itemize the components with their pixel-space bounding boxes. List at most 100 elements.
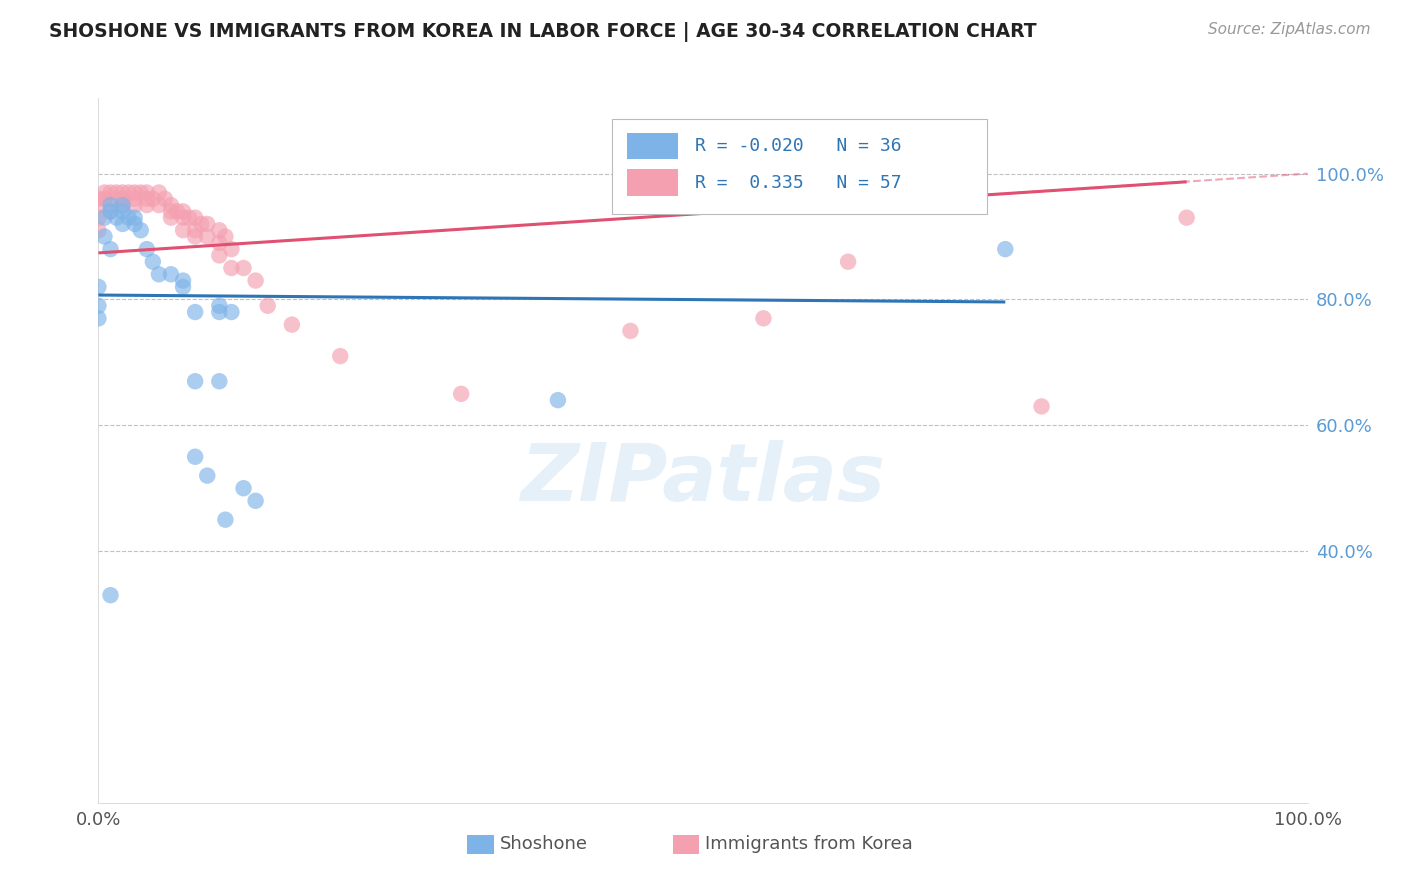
Point (184, 229, 207, 244)
Bar (627, 133, 678, 160)
Point (172, 211, 194, 225)
Point (135, 198, 157, 212)
Point (129, 186, 152, 200)
Point (100, 204, 122, 219)
Point (93, 211, 115, 225)
Point (100, 186, 122, 200)
Bar (627, 169, 678, 196)
Point (208, 223, 231, 237)
Point (142, 192, 165, 206)
Point (195, 217, 218, 231)
Point (111, 192, 134, 206)
Point (93, 192, 115, 206)
Point (166, 204, 188, 219)
Point (837, 254, 859, 268)
Point (752, 311, 775, 326)
Point (87, 223, 110, 237)
Point (105, 211, 128, 225)
Point (111, 186, 134, 200)
Text: Immigrants from Korea: Immigrants from Korea (706, 836, 912, 854)
Point (208, 374, 231, 388)
Point (87, 280, 110, 294)
Point (118, 211, 141, 225)
Point (100, 204, 122, 219)
Point (184, 305, 207, 319)
Bar (672, 835, 699, 855)
Point (124, 192, 146, 206)
Text: R =  0.335   N = 57: R = 0.335 N = 57 (695, 174, 901, 192)
Point (148, 198, 170, 212)
Point (135, 192, 157, 206)
Point (195, 229, 218, 244)
Point (172, 280, 194, 294)
Point (184, 374, 207, 388)
Point (111, 198, 134, 212)
Point (87, 192, 110, 206)
Point (329, 349, 352, 363)
Point (87, 311, 110, 326)
Point (100, 192, 122, 206)
Text: Shoshone: Shoshone (501, 836, 588, 854)
Point (148, 268, 170, 282)
Point (221, 242, 243, 256)
Point (221, 260, 243, 275)
Text: SHOSHONE VS IMMIGRANTS FROM KOREA IN LABOR FORCE | AGE 30-34 CORRELATION CHART: SHOSHONE VS IMMIGRANTS FROM KOREA IN LAB… (49, 22, 1036, 42)
Point (208, 235, 231, 250)
Point (148, 186, 170, 200)
Point (208, 299, 231, 313)
Point (118, 186, 141, 200)
Point (124, 211, 146, 225)
Point (208, 248, 231, 262)
Point (619, 324, 641, 338)
Point (281, 318, 304, 332)
Point (100, 198, 122, 212)
Point (245, 493, 267, 508)
Point (214, 513, 236, 527)
Point (111, 204, 134, 219)
Point (100, 242, 122, 256)
Point (111, 192, 134, 206)
Point (160, 198, 183, 212)
Point (105, 186, 128, 200)
Point (111, 217, 134, 231)
Point (129, 223, 152, 237)
Point (232, 481, 254, 495)
Point (87, 198, 110, 212)
Point (450, 387, 472, 401)
Text: ZIPatlas: ZIPatlas (520, 440, 886, 517)
Point (142, 254, 165, 268)
Point (93, 186, 115, 200)
Point (184, 450, 207, 464)
Point (124, 217, 146, 231)
Point (184, 211, 207, 225)
Point (93, 229, 115, 244)
Point (214, 229, 236, 244)
Point (179, 211, 201, 225)
Point (1175, 211, 1198, 225)
Point (184, 223, 207, 237)
Point (124, 186, 146, 200)
Point (172, 274, 194, 288)
Point (256, 299, 278, 313)
Point (195, 468, 218, 483)
Point (124, 198, 146, 212)
Point (87, 211, 110, 225)
Point (190, 217, 212, 231)
Text: R = -0.020   N = 36: R = -0.020 N = 36 (695, 137, 901, 155)
Point (172, 223, 194, 237)
Point (172, 204, 194, 219)
Point (153, 192, 176, 206)
Point (1031, 400, 1053, 414)
Point (221, 305, 243, 319)
Point (135, 242, 157, 256)
Point (232, 260, 254, 275)
Text: Source: ZipAtlas.com: Source: ZipAtlas.com (1208, 22, 1371, 37)
Point (245, 274, 267, 288)
Point (160, 204, 183, 219)
Point (994, 242, 1017, 256)
FancyBboxPatch shape (613, 120, 987, 214)
Point (87, 299, 110, 313)
Point (111, 198, 134, 212)
Point (100, 588, 122, 602)
Point (160, 268, 183, 282)
